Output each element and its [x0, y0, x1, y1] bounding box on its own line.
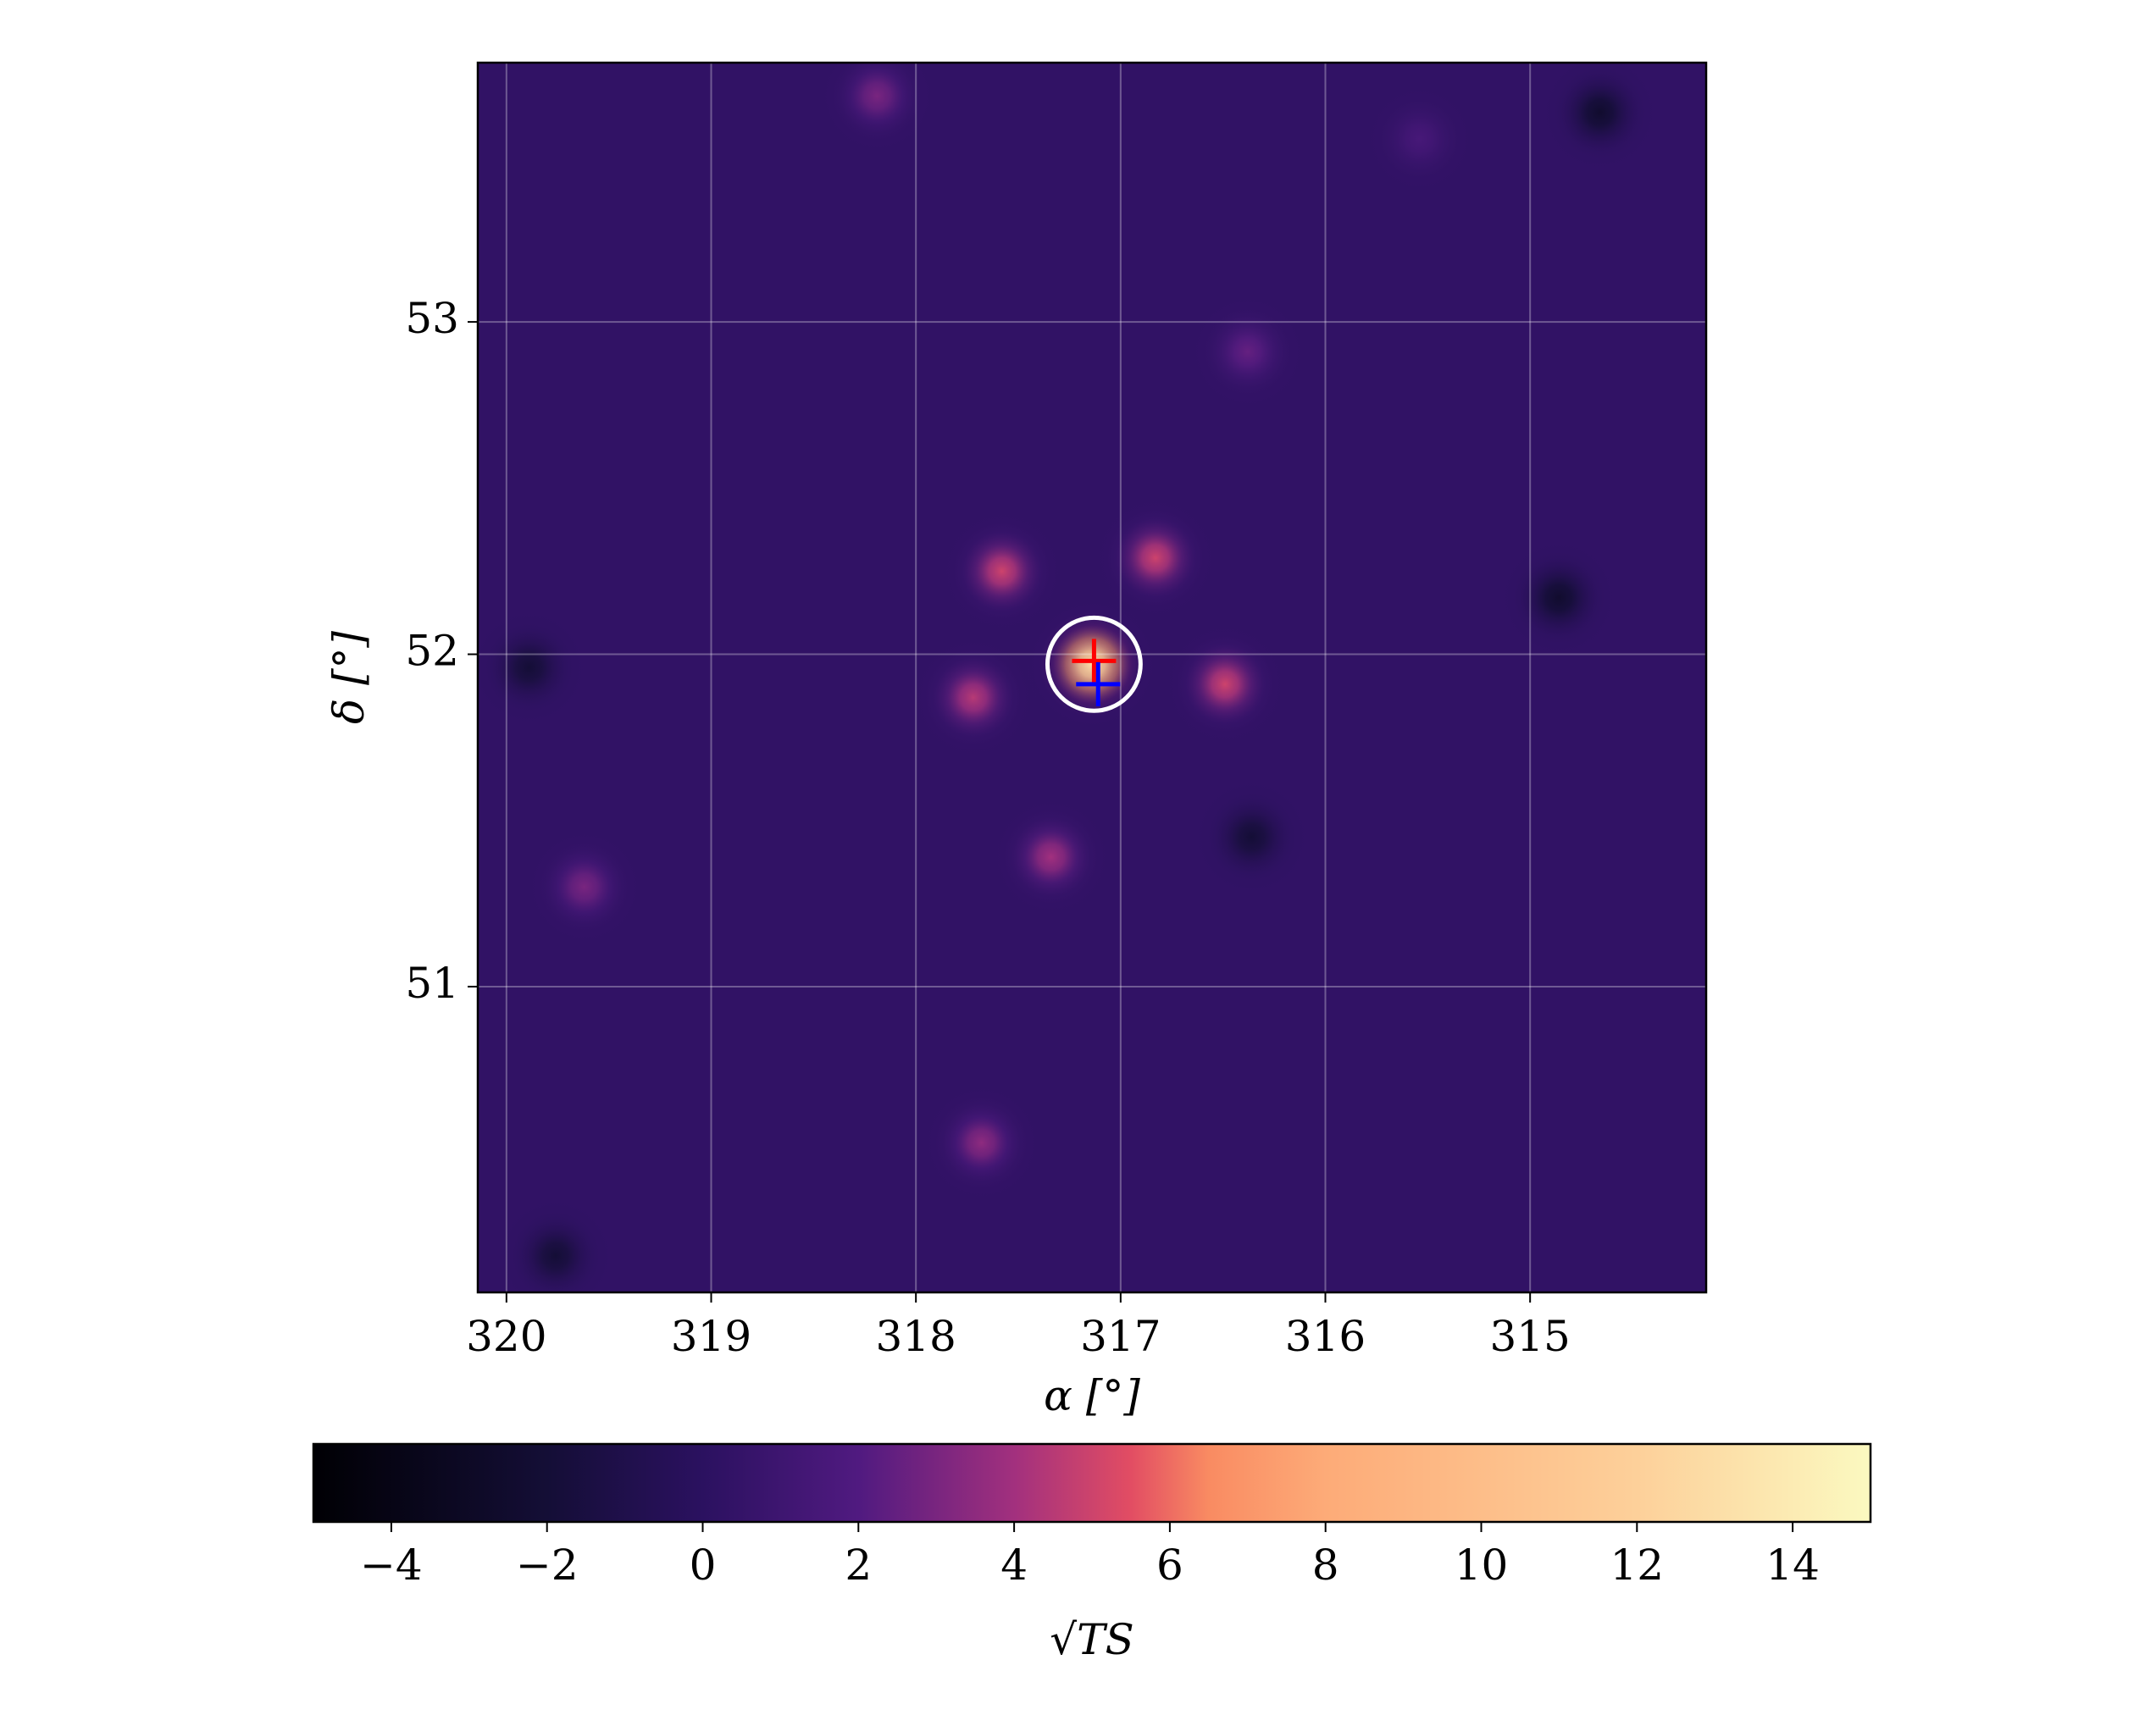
x-tick-label: 319 — [671, 1312, 751, 1361]
hotspot — [1182, 286, 1313, 418]
colorbar-tick-label: 0 — [690, 1541, 717, 1590]
x-tick-label: 320 — [466, 1312, 546, 1361]
position-marker — [1072, 639, 1117, 683]
hotspot — [907, 632, 1039, 763]
y-tick-label: 52 — [405, 627, 459, 676]
hotspot — [1493, 532, 1625, 664]
hotspot — [1354, 73, 1485, 205]
hotspot — [811, 63, 943, 162]
x-axis-label: α [°] — [1044, 1371, 1140, 1420]
x-tick-label: 315 — [1489, 1312, 1570, 1361]
colorbar-tick-label: −4 — [360, 1541, 423, 1590]
x-tick-label: 316 — [1285, 1312, 1366, 1361]
y-axis-label: δ [°] — [324, 631, 374, 725]
colorbar-tick-label: −2 — [516, 1541, 579, 1590]
colorbar-tick-label: 14 — [1765, 1541, 1820, 1590]
position-marker — [1076, 661, 1121, 706]
hotspot — [916, 1077, 1047, 1209]
y-tick-label: 53 — [405, 294, 459, 343]
heatmap — [478, 63, 1706, 1292]
hotspot — [1186, 772, 1317, 903]
hotspot — [1534, 63, 1665, 179]
y-tick-label: 51 — [405, 959, 459, 1008]
hotspot — [985, 791, 1117, 923]
colorbar-tick-label: 8 — [1312, 1541, 1339, 1590]
hotspot — [936, 506, 1067, 637]
hotspot — [1089, 492, 1222, 624]
colorbar-tick-label: 10 — [1455, 1541, 1509, 1590]
x-tick-label: 318 — [875, 1312, 956, 1361]
region-circle — [1045, 615, 1143, 713]
hotspot — [478, 601, 595, 733]
colorbar — [312, 1442, 1872, 1524]
hotspot — [518, 821, 651, 953]
colorbar-tick-label: 2 — [845, 1541, 872, 1590]
colorbar-tick-label: 6 — [1156, 1541, 1183, 1590]
colorbar-label: √TS — [1050, 1615, 1133, 1664]
colorbar-tick-label: 12 — [1610, 1541, 1664, 1590]
hotspot — [490, 1190, 622, 1292]
hotspot — [1159, 618, 1291, 750]
x-tick-label: 317 — [1080, 1312, 1161, 1361]
plot-frame — [476, 61, 1708, 1294]
colorbar-tick-label: 4 — [1000, 1541, 1028, 1590]
